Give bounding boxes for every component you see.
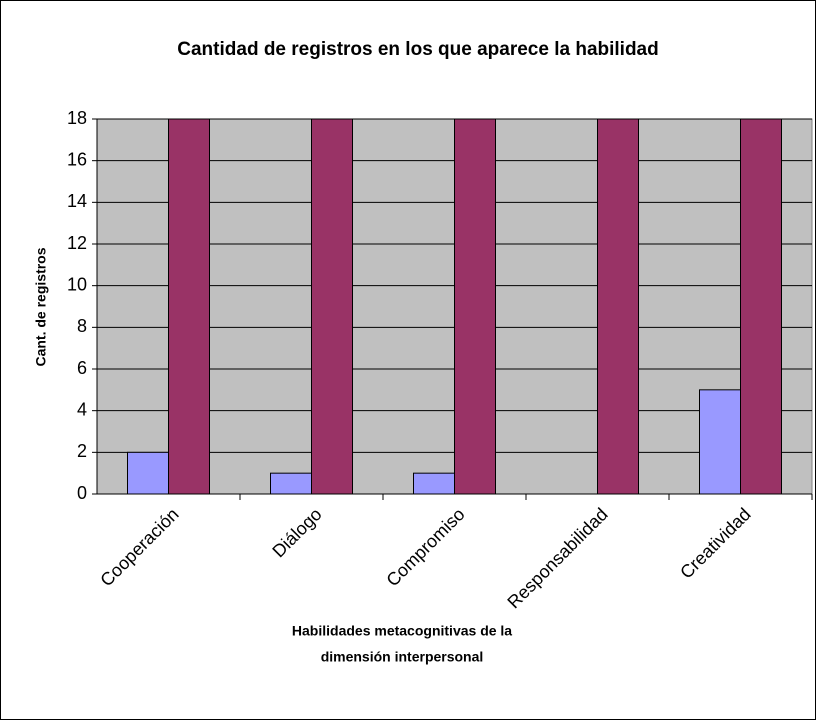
chart-title: Cantidad de registros en los que aparece… — [177, 39, 658, 60]
bar — [597, 118, 639, 495]
y-axis-title: Cant. de registros — [33, 247, 49, 366]
bar — [740, 118, 782, 495]
bar — [454, 118, 496, 495]
x-axis-title: Habilidades metacognitivas de la — [292, 623, 512, 639]
x-axis-title: dimensión interpersonal — [321, 649, 484, 665]
y-tick-label: 14 — [67, 191, 87, 211]
y-tick-label: 16 — [67, 149, 87, 169]
y-tick-label: 12 — [67, 233, 87, 253]
y-tick-label: 0 — [77, 483, 87, 503]
bar — [270, 472, 312, 495]
bar — [311, 118, 353, 495]
y-tick-label: 2 — [77, 441, 87, 461]
y-tick-label: 4 — [77, 399, 87, 419]
y-tick-label: 6 — [77, 358, 87, 378]
bar — [168, 118, 210, 495]
y-tick-label: 8 — [77, 316, 87, 336]
bar — [699, 389, 741, 495]
bar — [413, 472, 455, 495]
y-tick-label: 18 — [67, 108, 87, 128]
y-tick-label: 10 — [67, 274, 87, 294]
bar — [127, 451, 169, 495]
